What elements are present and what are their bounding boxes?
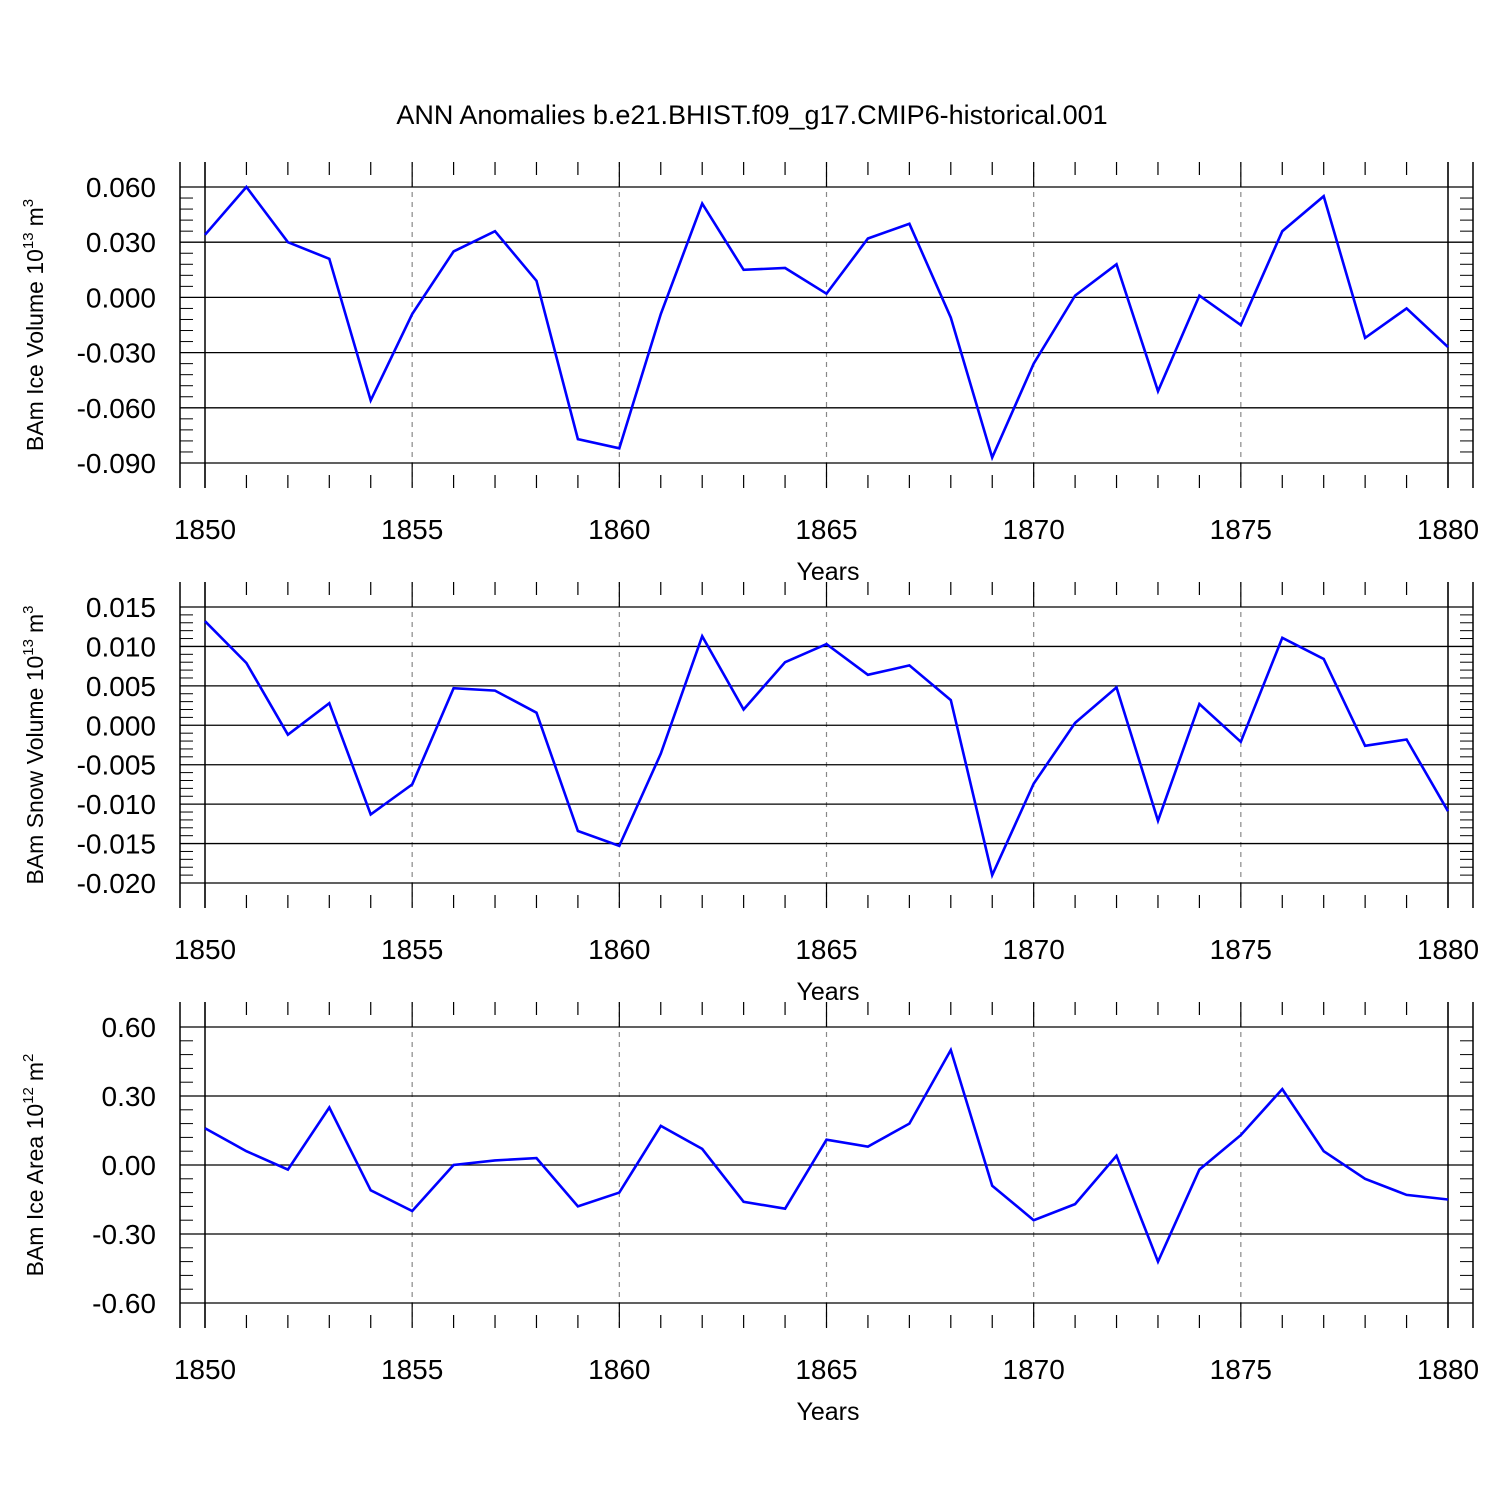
x-tick-label: 1860: [588, 1354, 650, 1385]
x-tick-label: 1865: [795, 1354, 857, 1385]
chart-panel-2: 0.015 0.010 0.005 0.000 -0.005 -0.010 -0.015 -0…: [20, 582, 1479, 1006]
chart-panel-1: 0.060 0.030 0.000 -0.030 -0.060 -0.090 1850 185…: [20, 162, 1479, 586]
figure-title: ANN Anomalies b.e21.BHIST.f09_g17.CMIP6-…: [396, 100, 1107, 130]
y-axis-title-unit: m: [22, 614, 48, 633]
x-axis-title: Years: [796, 1398, 859, 1426]
y-tick-label: -0.005: [77, 750, 156, 781]
x-tick-label: 1870: [1003, 514, 1065, 545]
x-tick-label: 1850: [174, 1354, 236, 1385]
y-axis-title-unit: m: [22, 207, 48, 226]
x-axis-title: Years: [796, 558, 859, 586]
x-tick-label: 1875: [1210, 934, 1272, 965]
x-tick-label: 1875: [1210, 1354, 1272, 1385]
x-tick-label: 1875: [1210, 514, 1272, 545]
y-tick-label: 0.60: [102, 1012, 157, 1043]
y-tick-label: 0.010: [86, 631, 156, 662]
x-tick-label: 1870: [1003, 934, 1065, 965]
y-axis-title-unit-exponent: 2: [20, 1054, 37, 1062]
x-tick-label: 1865: [795, 514, 857, 545]
y-axis-title: BAm Ice Volume 1013 m3: [20, 199, 48, 451]
x-tick-label: 1855: [381, 514, 443, 545]
y-axis-title-text: BAm Ice Volume 10: [22, 249, 48, 451]
y-tick-label: -0.020: [77, 868, 156, 899]
y-tick-label: -0.30: [92, 1219, 156, 1250]
x-tick-label: 1860: [588, 934, 650, 965]
y-axis-title-exponent: 13: [20, 232, 37, 249]
y-tick-label: -0.090: [77, 448, 156, 479]
x-tick-label: 1870: [1003, 1354, 1065, 1385]
x-tick-label: 1850: [174, 514, 236, 545]
y-tick-label: 0.060: [86, 172, 156, 203]
y-axis-title: BAm Snow Volume 1013 m3: [20, 605, 48, 884]
series-line-1: [204, 620, 1450, 880]
y-tick-label: 0.000: [86, 282, 156, 313]
y-axis-title: BAm Ice Area 1012 m2: [20, 1054, 48, 1277]
y-tick-label: 0.030: [86, 227, 156, 258]
x-tick-label: 1865: [795, 934, 857, 965]
y-tick-label: 0.005: [86, 671, 156, 702]
chart-panel-3: 0.60 0.30 0.00 -0.30 -0.60 1850 1855 1860 1865 18…: [20, 1002, 1479, 1426]
x-tick-label: 1855: [381, 1354, 443, 1385]
x-axis-title: Years: [796, 978, 859, 1006]
x-tick-label: 1860: [588, 514, 650, 545]
y-tick-label: -0.010: [77, 789, 156, 820]
y-tick-label: 0.015: [86, 592, 156, 623]
x-tick-label: 1850: [174, 934, 236, 965]
y-axis-title-unit-exponent: 3: [20, 199, 37, 207]
y-tick-label: 0.000: [86, 710, 156, 741]
y-axis-title-exponent: 13: [20, 639, 37, 656]
chart-panels: 0.060 0.030 0.000 -0.030 -0.060 -0.090 1850 185…: [20, 162, 1479, 1426]
x-tick-label: 1880: [1417, 934, 1479, 965]
series-line-1: [204, 184, 1449, 462]
x-tick-label: 1880: [1417, 1354, 1479, 1385]
y-tick-label: -0.030: [77, 338, 156, 369]
y-axis-title-unit-exponent: 3: [20, 605, 37, 613]
y-axis-title-text: BAm Snow Volume 10: [22, 656, 48, 885]
y-tick-label: -0.060: [77, 393, 156, 424]
y-axis-title-text: BAm Ice Area 10: [22, 1104, 48, 1277]
y-tick-label: -0.60: [92, 1288, 156, 1319]
y-tick-label: 0.00: [102, 1150, 157, 1181]
y-tick-label: 0.30: [102, 1081, 157, 1112]
y-tick-label: -0.015: [77, 829, 156, 860]
y-axis-title-exponent: 12: [20, 1087, 37, 1104]
x-tick-label: 1880: [1417, 514, 1479, 545]
x-tick-label: 1855: [381, 934, 443, 965]
y-axis-title-unit: m: [22, 1062, 48, 1081]
